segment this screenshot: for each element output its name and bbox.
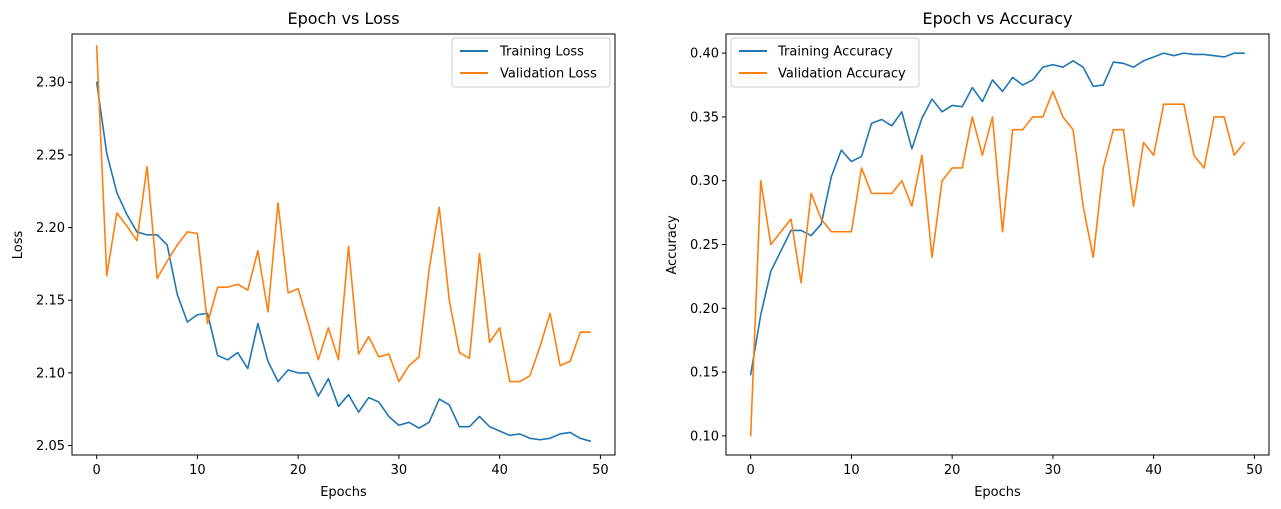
accuracy-line-training bbox=[749, 52, 1246, 376]
accuracy-y-tick-label: 0.15 bbox=[690, 366, 719, 381]
accuracy-x-tick-label: 20 bbox=[944, 463, 961, 478]
accuracy-y-tick-label: 0.30 bbox=[690, 174, 719, 189]
accuracy-y-tick-label: 0.35 bbox=[690, 110, 719, 125]
accuracy-x-ticks: 0 10 20 30 40 50 bbox=[747, 455, 1263, 478]
loss-plot-frame bbox=[71, 33, 616, 456]
loss-x-tick-label: 10 bbox=[189, 463, 206, 478]
loss-legend-box bbox=[451, 37, 611, 88]
loss-x-tick-label: 20 bbox=[290, 463, 307, 478]
loss-y-tick-label: 2.30 bbox=[36, 76, 65, 91]
loss-chart-title: Epoch vs Loss bbox=[287, 9, 399, 28]
loss-legend-label-validation: Validation Loss bbox=[500, 67, 597, 82]
accuracy-x-tick-label: 0 bbox=[747, 463, 755, 478]
loss-x-ticks: 0 10 20 30 40 50 bbox=[93, 455, 609, 478]
accuracy-legend-label-training: Training Accuracy bbox=[777, 45, 893, 60]
loss-x-tick-label: 30 bbox=[391, 463, 408, 478]
accuracy-chart: Epoch vs Accuracy Epochs Accuracy 0.100.… bbox=[665, 9, 1270, 500]
accuracy-x-tick-label: 40 bbox=[1145, 463, 1162, 478]
loss-y-tick-label: 2.20 bbox=[36, 221, 65, 236]
accuracy-series-lines bbox=[749, 52, 1246, 437]
accuracy-y-tick-label: 0.20 bbox=[690, 302, 719, 317]
loss-y-tick-label: 2.25 bbox=[36, 148, 65, 163]
accuracy-y-axis-label: Accuracy bbox=[665, 215, 680, 275]
accuracy-chart-title: Epoch vs Accuracy bbox=[922, 9, 1072, 28]
accuracy-y-tick-label: 0.40 bbox=[690, 47, 719, 62]
loss-y-tick-label: 2.10 bbox=[36, 366, 65, 381]
loss-y-tick-label: 2.15 bbox=[36, 294, 65, 309]
accuracy-y-tick-label: 0.10 bbox=[690, 429, 719, 444]
loss-chart: Epoch vs Loss Epochs Loss 2.052.102.152.… bbox=[11, 9, 616, 500]
accuracy-y-ticks: 0.10 0.15 0.20 0.25 0.30 0.35 0.40 bbox=[690, 47, 726, 444]
accuracy-legend-box bbox=[730, 37, 920, 88]
loss-series-lines bbox=[95, 45, 592, 442]
accuracy-x-axis-label: Epochs bbox=[974, 485, 1021, 500]
loss-legend-label-training: Training Loss bbox=[499, 45, 584, 60]
accuracy-x-tick-label: 50 bbox=[1246, 463, 1263, 478]
loss-x-tick-label: 50 bbox=[592, 463, 609, 478]
accuracy-x-tick-label: 30 bbox=[1045, 463, 1062, 478]
accuracy-y-tick-label: 0.25 bbox=[690, 238, 719, 253]
loss-line-training bbox=[95, 81, 592, 442]
loss-y-ticks: 2.05 2.10 2.15 2.20 2.25 2.30 bbox=[36, 76, 72, 454]
accuracy-line-validation bbox=[749, 90, 1246, 437]
loss-line-validation bbox=[95, 45, 592, 383]
accuracy-plot-frame bbox=[725, 33, 1270, 456]
loss-x-tick-label: 0 bbox=[93, 463, 101, 478]
loss-y-tick-label: 2.05 bbox=[36, 439, 65, 454]
loss-x-axis-label: Epochs bbox=[320, 485, 367, 500]
loss-y-axis-label: Loss bbox=[11, 231, 26, 260]
accuracy-legend: Training Accuracy Validation Accuracy bbox=[730, 37, 920, 88]
loss-legend: Training Loss Validation Loss bbox=[451, 37, 611, 88]
accuracy-x-tick-label: 10 bbox=[843, 463, 860, 478]
loss-x-tick-label: 40 bbox=[491, 463, 508, 478]
accuracy-legend-label-validation: Validation Accuracy bbox=[778, 67, 906, 82]
